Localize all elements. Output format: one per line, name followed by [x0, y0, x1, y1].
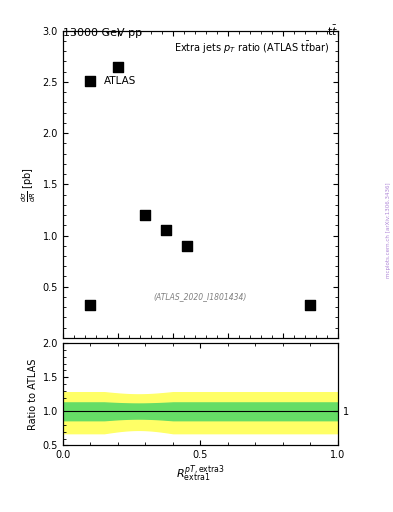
Y-axis label: Ratio to ATLAS: Ratio to ATLAS — [28, 358, 39, 430]
Point — [307, 301, 314, 309]
Point — [184, 242, 190, 250]
Y-axis label: $\frac{d\sigma}{dR}$ [pb]: $\frac{d\sigma}{dR}$ [pb] — [20, 167, 39, 202]
Text: 13000 GeV pp: 13000 GeV pp — [63, 28, 142, 38]
Legend: ATLAS: ATLAS — [76, 73, 139, 89]
Text: mcplots.cern.ch [arXiv:1306.3436]: mcplots.cern.ch [arXiv:1306.3436] — [386, 183, 391, 278]
Point — [115, 62, 121, 71]
Text: t$\bar{t}$: t$\bar{t}$ — [327, 24, 338, 38]
Text: (ATLAS_2020_I1801434): (ATLAS_2020_I1801434) — [154, 292, 247, 301]
Point — [87, 301, 94, 309]
Point — [142, 211, 149, 219]
Point — [163, 226, 169, 234]
X-axis label: $R_{\mathrm{extra1}}^{pT,\mathrm{extra3}}$: $R_{\mathrm{extra1}}^{pT,\mathrm{extra3}… — [176, 463, 225, 484]
Text: Extra jets $p_T$ ratio (ATLAS t$\bar{t}$bar): Extra jets $p_T$ ratio (ATLAS t$\bar{t}$… — [174, 40, 330, 56]
